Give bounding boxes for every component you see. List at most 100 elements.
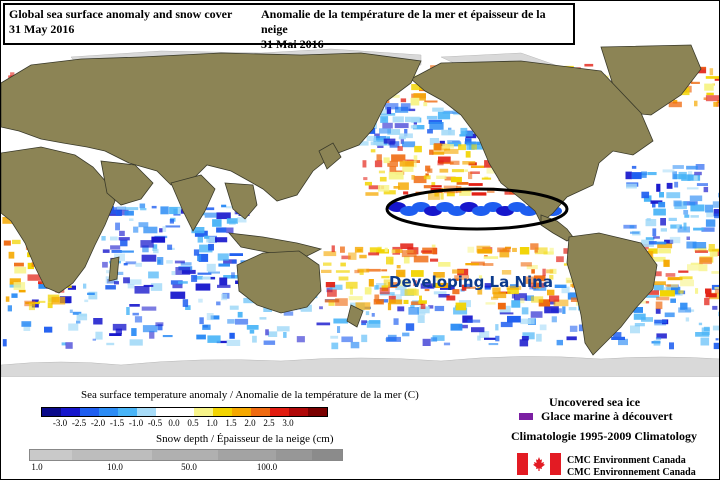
sst-tick-label: -1.0 (128, 418, 144, 428)
sst-anomaly-patch (687, 264, 699, 271)
sst-anomaly-patch (630, 231, 640, 234)
sst-anomaly-patch (561, 286, 570, 294)
sst-anomaly-patch (365, 311, 370, 316)
sst-anomaly-patch (212, 219, 222, 227)
sst-anomaly-patch (424, 100, 438, 103)
sst-legend-title: Sea surface temperature anomaly / Anomal… (81, 389, 419, 401)
sst-anomaly-patch (400, 103, 411, 111)
sst-anomaly-patch (526, 265, 538, 270)
sst-anomaly-patch (454, 275, 469, 281)
sst-anomaly-patch (718, 192, 719, 198)
sst-anomaly-patch (485, 302, 496, 305)
sst-anomaly-patch (206, 236, 216, 243)
sst-anomaly-patch (654, 322, 667, 326)
sst-anomaly-patch (118, 237, 130, 241)
sst-anomaly-patch (429, 138, 439, 145)
sst-anomaly-patch (688, 171, 693, 176)
sst-anomaly-patch (366, 320, 381, 328)
sst-anomaly-patch (441, 129, 455, 136)
sst-anomaly-patch (92, 338, 96, 341)
sst-anomaly-patch (650, 271, 662, 277)
sst-anomaly-patch (662, 169, 675, 173)
sst-anomaly-patch (252, 335, 257, 343)
sst-anomaly-patch (363, 177, 368, 181)
sst-anomaly-patch (667, 277, 683, 281)
sst-anomaly-patch (680, 302, 688, 310)
sst-anomaly-patch (570, 297, 582, 302)
sst-anomaly-patch (218, 263, 230, 267)
sst-anomaly-patch (76, 320, 81, 324)
sst-anomaly-patch (141, 306, 157, 311)
sst-anomaly-patch (152, 244, 158, 251)
sst-anomaly-patch (432, 151, 445, 155)
sst-anomaly-patch (151, 205, 157, 209)
sst-anomaly-patch (525, 295, 534, 301)
sst-anomaly-patch (618, 338, 628, 346)
sst-anomaly-patch (514, 293, 527, 301)
sst-anomaly-patch (412, 125, 425, 130)
sst-anomaly-patch (484, 285, 491, 290)
snow-tick-label: 10.0 (107, 462, 123, 472)
sst-anomaly-patch (387, 160, 398, 167)
sst-anomaly-patch (534, 249, 538, 253)
sst-anomaly-patch (138, 222, 149, 228)
sst-anomaly-patch (196, 334, 206, 340)
sst-anomaly-patch (208, 271, 220, 274)
sst-anomaly-patch (12, 239, 21, 245)
sst-anomaly-patch (174, 260, 185, 264)
sst-anomaly-patch (405, 323, 415, 331)
sst-anomaly-patch (355, 302, 371, 310)
sst-anomaly-patch (432, 335, 445, 341)
title-french: Anomalie de la température de la mer et … (261, 7, 573, 52)
sst-anomaly-patch (423, 102, 428, 107)
sst-anomaly-patch (686, 236, 690, 240)
sst-anomaly-patch (430, 258, 439, 262)
sst-anomaly-patch (459, 134, 466, 137)
sst-anomaly-patch (653, 340, 661, 346)
sst-anomaly-patch (706, 210, 719, 218)
sst-anomaly-patch (694, 171, 702, 176)
sst-anomaly-patch (425, 165, 431, 172)
sst-anomaly-patch (114, 271, 124, 275)
sst-anomaly-patch (237, 311, 243, 318)
sst-anomaly-patch (674, 181, 679, 188)
sst-anomaly-patch (492, 287, 501, 295)
sst-anomaly-patch (155, 322, 164, 327)
sst-anomaly-patch (88, 291, 98, 300)
sst-anomaly-patch (519, 247, 530, 255)
sst-anomaly-patch (433, 272, 445, 278)
south-america (566, 232, 658, 356)
sst-anomaly-patch (484, 283, 492, 288)
flag-right-bar (550, 453, 561, 475)
sst-anomaly-patch (533, 275, 546, 282)
sst-anomaly-patch (693, 227, 704, 231)
sst-anomaly-patch (175, 267, 191, 275)
sst-anomaly-patch (379, 128, 391, 134)
sst-anomaly-patch (655, 301, 663, 310)
sst-anomaly-patch (123, 277, 130, 284)
sst-anomaly-patch (216, 227, 227, 233)
org-name-english: CMC Environment Canada (567, 455, 686, 466)
sst-anomaly-patch (210, 315, 220, 320)
sst-anomaly-patch (648, 248, 658, 254)
sst-anomaly-patch (705, 76, 719, 79)
maple-leaf-icon (533, 457, 545, 471)
sst-anomaly-patch (435, 282, 449, 288)
sst-anomaly-patch (466, 142, 475, 150)
sst-anomaly-patch (217, 284, 231, 288)
sst-anomaly-patch (660, 218, 666, 226)
sst-anomaly-patch (408, 108, 416, 112)
sst-anomaly-patch (650, 200, 663, 204)
sst-anomaly-patch (411, 270, 424, 277)
sst-anomaly-patch (259, 317, 267, 320)
sst-anomaly-patch (669, 342, 674, 350)
sst-anomaly-patch (493, 292, 507, 299)
sst-anomaly-patch (134, 316, 143, 323)
sst-anomaly-patch (455, 302, 467, 311)
sst-anomaly-patch (668, 101, 682, 108)
sst-anomaly-patch (153, 248, 159, 254)
sst-anomaly-patch (685, 317, 690, 322)
sst-anomaly-patch (511, 293, 515, 299)
australia (236, 250, 322, 314)
sst-anomaly-patch (47, 302, 53, 309)
